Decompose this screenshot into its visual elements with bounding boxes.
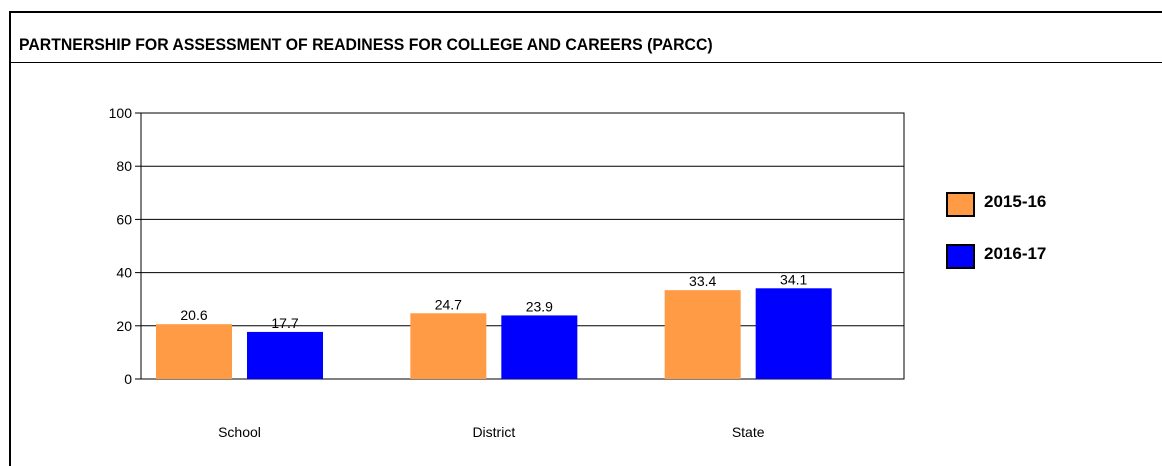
bar-district-2015-16	[410, 313, 487, 379]
bar-state-2016-17	[755, 288, 832, 379]
y-tick-label: 80	[116, 158, 132, 174]
x-tick-label: State	[732, 424, 765, 440]
data-label: 23.9	[526, 298, 553, 314]
data-label: 34.1	[780, 271, 807, 287]
y-tick-label: 60	[116, 211, 132, 227]
y-tick-label: 20	[116, 318, 132, 334]
title-bar	[9, 11, 1162, 63]
legend-swatch-2016-17	[946, 244, 975, 269]
bar-district-2016-17	[501, 315, 578, 379]
chart-frame	[9, 11, 1162, 466]
data-label: 33.4	[689, 273, 716, 289]
data-label: 20.6	[180, 307, 207, 323]
bar-school-2015-16	[156, 324, 232, 379]
legend-label: 2015-16	[984, 192, 1046, 211]
y-tick-label: 0	[124, 371, 132, 387]
x-tick-label: District	[472, 424, 515, 440]
x-tick-label: School	[218, 424, 261, 440]
legend-label: 2016-17	[984, 244, 1046, 263]
data-label: 17.7	[271, 315, 298, 331]
chart-title: PARTNERSHIP FOR ASSESSMENT OF READINESS …	[19, 35, 713, 54]
legend-swatch-2015-16	[946, 192, 975, 217]
bar-state-2015-16	[664, 290, 741, 379]
data-label: 24.7	[435, 296, 462, 312]
y-tick-label: 100	[109, 105, 133, 121]
bar-school-2016-17	[247, 331, 323, 379]
y-tick-label: 40	[116, 265, 132, 281]
